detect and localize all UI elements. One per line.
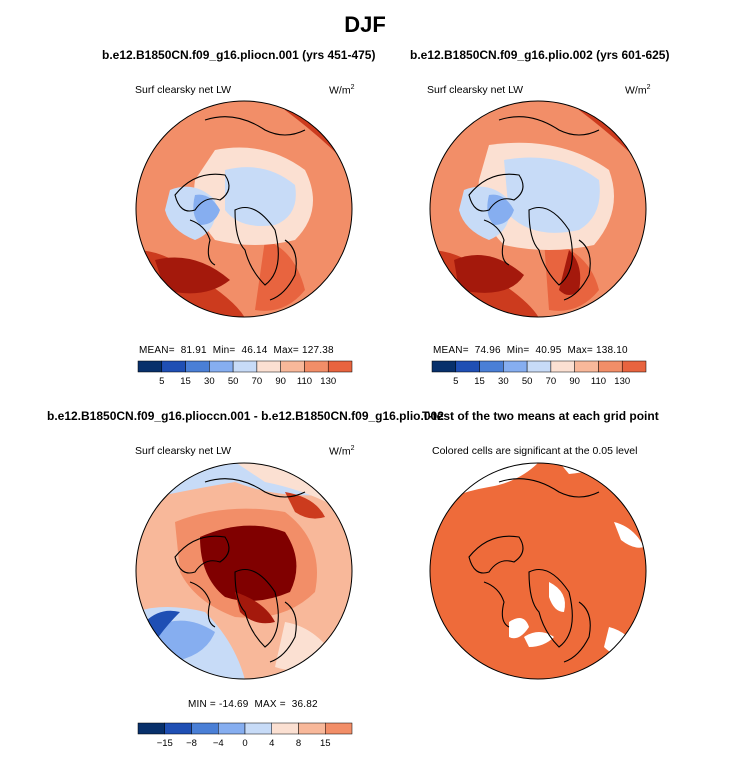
colorbar-tick-label: −8 — [186, 738, 197, 749]
panel-title-case2: b.e12.B1850CN.f09_g16.plio.002 (yrs 601-… — [410, 48, 670, 62]
colorbar-cell — [164, 722, 192, 735]
map-case2 — [429, 100, 647, 318]
colorbar-tick-label: 5 — [159, 376, 164, 387]
colorbar-cell — [455, 360, 480, 373]
colorbar-cell — [621, 360, 647, 373]
colorbar-cell — [550, 360, 575, 373]
panel-label-ttest: Colored cells are significant at the 0.0… — [432, 445, 638, 457]
colorbar-cell — [256, 360, 281, 373]
colorbar-cell — [137, 360, 163, 373]
colorbar-cell — [325, 722, 353, 735]
colorbar-tick-label: 4 — [269, 738, 274, 749]
colorbar-tick-label: 70 — [252, 376, 263, 387]
colorbar-tick-label: 50 — [522, 376, 533, 387]
colorbar-tick-label: 90 — [275, 376, 286, 387]
colorbar-cell — [232, 360, 258, 373]
field-region-arctic-core — [225, 167, 296, 226]
coastlines — [174, 116, 306, 301]
colorbar-tick-label: −15 — [157, 738, 173, 749]
colorbar-cell — [191, 722, 219, 735]
colorbar-cell — [185, 360, 210, 373]
colorbar-tick-label: 30 — [204, 376, 215, 387]
colorbar-cell — [280, 360, 305, 373]
panel-label-difference: Surf clearsky net LW — [135, 445, 232, 457]
colorbar-cell — [218, 722, 246, 735]
colorbar-cell — [327, 360, 353, 373]
panel-title-ttest: T-test of the two means at each grid poi… — [422, 409, 659, 423]
colorbar-tick-label: 15 — [474, 376, 485, 387]
units-case1: W/m2 — [329, 84, 355, 97]
panel-label-case2: Surf clearsky net LW — [427, 84, 524, 96]
colorbar-tick-label: 0 — [242, 738, 247, 749]
stats-case2: MEAN= 74.96 Min= 40.95 Max= 138.10 — [433, 345, 628, 356]
colorbar-cell — [479, 360, 504, 373]
colorbar-tick-label: 8 — [296, 738, 301, 749]
colorbar-cell — [209, 360, 234, 373]
colorbar-tick-label: 50 — [228, 376, 239, 387]
field-region-labrador — [155, 257, 230, 294]
figure-title: DJF — [344, 12, 386, 37]
colorbar-tick-label: 30 — [498, 376, 509, 387]
colorbar-tick-label: 130 — [320, 376, 336, 387]
panel-label-case1: Surf clearsky net LW — [135, 84, 232, 96]
units-difference: W/m2 — [329, 445, 355, 458]
colorbar-tick-label: 15 — [320, 738, 331, 749]
stats-case1: MEAN= 81.91 Min= 46.14 Max= 127.38 — [139, 345, 334, 356]
panel-title-case1: b.e12.B1850CN.f09_g16.pliocn.001 (yrs 45… — [102, 48, 376, 62]
colorbar-cell — [574, 360, 599, 373]
colorbar-case1: 5 15 30 50 70 90 110 130 — [137, 360, 353, 387]
colorbar-tick-label: 15 — [180, 376, 191, 387]
colorbar-difference: −15 −8 −4 0 4 8 15 — [137, 722, 353, 749]
colorbar-cell — [526, 360, 552, 373]
colorbar-case2: 5 15 30 50 70 90 110 130 — [431, 360, 647, 387]
colorbar-tick-label: 70 — [546, 376, 557, 387]
field-region-scandinavia — [255, 240, 305, 311]
colorbar-cell — [503, 360, 528, 373]
colorbar-cell — [304, 360, 329, 373]
colorbar-cell — [431, 360, 457, 373]
map-boundary — [135, 100, 353, 318]
map-ttest — [429, 462, 647, 680]
colorbar-tick-label: 110 — [591, 376, 606, 387]
stats-difference: MIN = -14.69 MAX = 36.82 — [188, 699, 318, 710]
colorbar-cell — [271, 722, 299, 735]
colorbar-tick-label: 130 — [614, 376, 630, 387]
field-region-archipelago-core — [193, 194, 220, 225]
colorbar-cell — [244, 722, 272, 735]
colorbar-tick-label: −4 — [213, 738, 224, 749]
colorbar-tick-label: 90 — [569, 376, 580, 387]
units-case2: W/m2 — [625, 84, 651, 97]
colorbar-cell — [161, 360, 186, 373]
colorbar-cell — [137, 722, 165, 735]
panel-title-difference: b.e12.B1850CN.f09_g16.plioccn.001 - b.e1… — [47, 409, 444, 423]
map-case1 — [135, 100, 353, 318]
colorbar-cell — [298, 722, 326, 735]
colorbar-tick-label: 110 — [297, 376, 312, 387]
colorbar-cell — [598, 360, 623, 373]
colorbar-tick-label: 5 — [453, 376, 458, 387]
map-difference — [135, 462, 353, 680]
